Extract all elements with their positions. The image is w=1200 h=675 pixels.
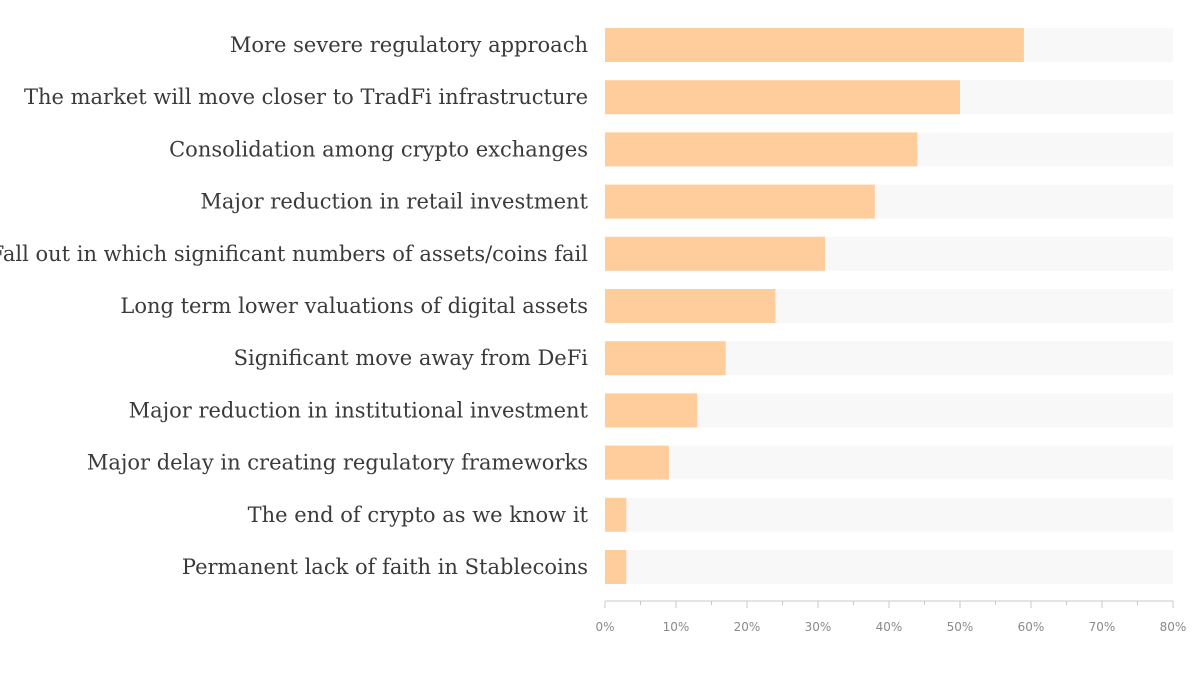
category-label: Major reduction in retail investment — [200, 190, 588, 214]
category-label: Major reduction in institutional investm… — [129, 398, 589, 422]
bar-row: Major delay in creating regulatory frame… — [87, 445, 1173, 480]
bar — [605, 184, 875, 219]
x-tick-label: 20% — [734, 620, 761, 634]
category-label: Long term lower valuations of digital as… — [120, 294, 588, 318]
bar — [605, 497, 627, 532]
category-label: Fall out in which significant numbers of… — [0, 242, 588, 266]
bar — [605, 341, 726, 376]
category-label: Major delay in creating regulatory frame… — [87, 451, 588, 475]
x-tick-label: 80% — [1160, 620, 1187, 634]
bar-row: Long term lower valuations of digital as… — [120, 289, 1173, 323]
x-tick-label: 70% — [1089, 620, 1116, 634]
x-tick-label: 30% — [805, 620, 832, 634]
bar-row: Fall out in which significant numbers of… — [0, 236, 1173, 271]
bar-track — [605, 445, 1173, 480]
bar-row: Permanent lack of faith in Stablecoins — [182, 550, 1173, 584]
bar — [605, 28, 1024, 62]
x-tick-label: 10% — [663, 620, 690, 634]
category-label: Consolidation among crypto exchanges — [169, 137, 588, 161]
bar-row: The market will move closer to TradFi in… — [24, 80, 1173, 115]
bar-row: Consolidation among crypto exchanges — [169, 132, 1173, 167]
x-tick-label: 0% — [595, 620, 614, 634]
bar-track — [605, 393, 1173, 428]
bar — [605, 132, 918, 167]
category-label: More severe regulatory approach — [230, 33, 588, 57]
bar — [605, 445, 669, 480]
bar-row: Major reduction in institutional investm… — [129, 393, 1173, 428]
category-label: The end of crypto as we know it — [248, 503, 589, 527]
chart-rows: More severe regulatory approach The marke… — [0, 28, 1173, 584]
bar-track — [605, 550, 1173, 584]
bar — [605, 80, 960, 115]
bar-row: Major reduction in retail investment — [200, 184, 1173, 219]
bar — [605, 236, 826, 271]
category-label: Permanent lack of faith in Stablecoins — [182, 555, 588, 579]
bar — [605, 550, 627, 584]
bar-row: The end of crypto as we know it — [248, 497, 1173, 532]
x-tick-label: 60% — [1018, 620, 1045, 634]
category-label: Significant move away from DeFi — [234, 346, 589, 370]
bar — [605, 289, 776, 323]
bar-track — [605, 497, 1173, 532]
x-tick-label: 50% — [947, 620, 974, 634]
category-label: The market will move closer to TradFi in… — [24, 85, 588, 109]
bar-row: Significant move away from DeFi — [234, 341, 1173, 376]
x-axis: 0% 10% 20% 30% 40% 50% 60% 70% 80% — [595, 600, 1187, 634]
bar-row: More severe regulatory approach — [230, 28, 1173, 62]
x-tick-label: 40% — [876, 620, 903, 634]
bar — [605, 393, 698, 428]
